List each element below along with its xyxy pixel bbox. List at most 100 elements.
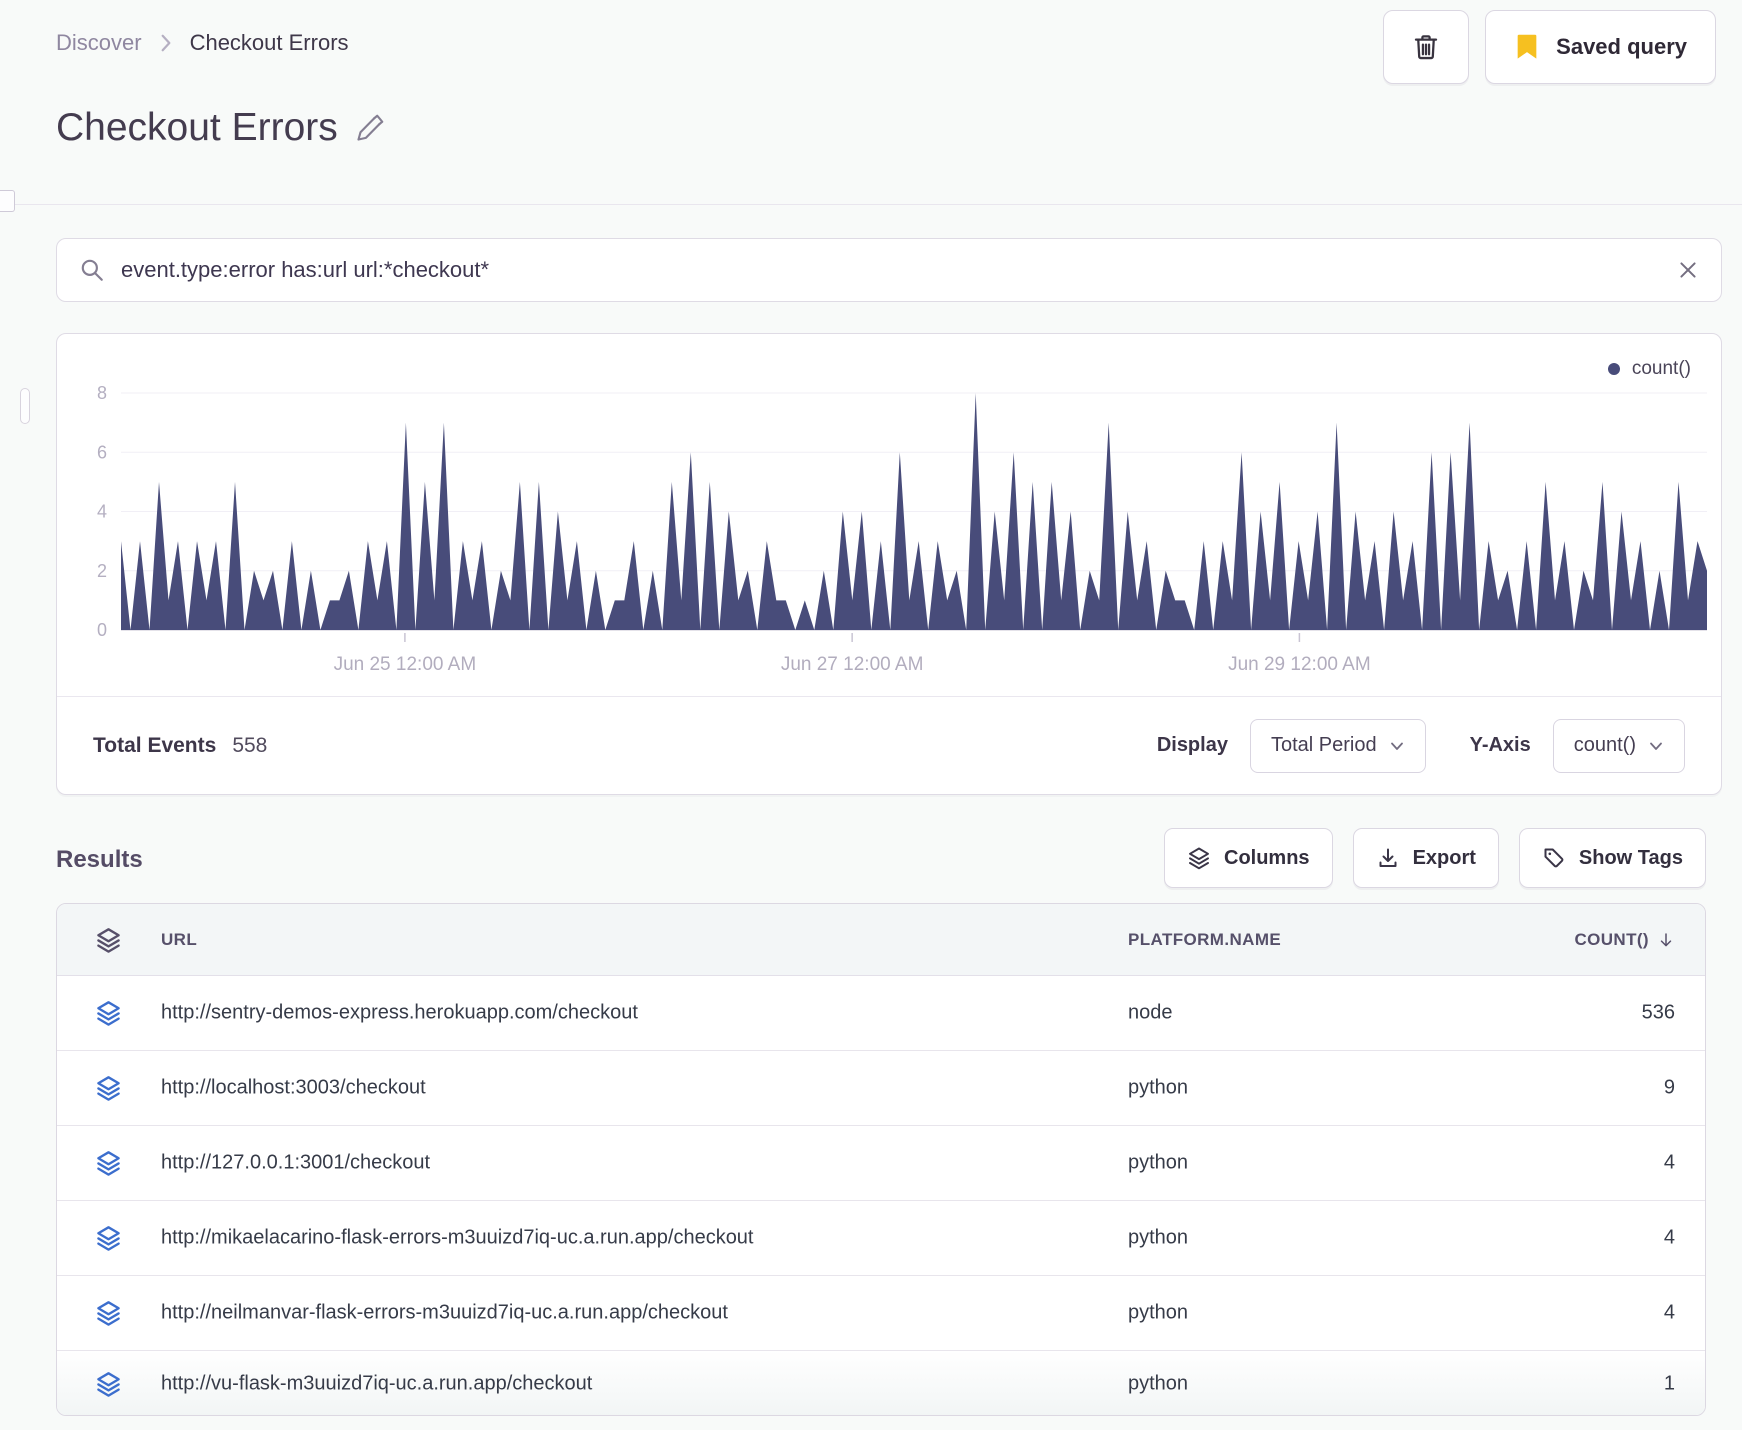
layers-icon — [97, 1151, 120, 1176]
chart-legend[interactable]: count() — [1607, 358, 1691, 380]
y-axis-tick-label: 2 — [97, 561, 107, 581]
row-count: 536 — [1641, 1001, 1675, 1024]
layers-icon — [1189, 847, 1209, 870]
row-url[interactable]: http://127.0.0.1:3001/checkout — [161, 1151, 431, 1174]
bookmark-icon — [1517, 34, 1537, 59]
column-header-count-label: COUNT() — [1574, 929, 1649, 949]
trash-icon — [1415, 35, 1438, 60]
table-row[interactable]: http://mikaelacarino-flask-errors-m3uuiz… — [57, 1201, 1705, 1276]
yaxis-selected-value: count() — [1573, 734, 1636, 756]
row-url[interactable]: http://neilmanvar-flask-errors-m3uuizd7i… — [161, 1301, 728, 1324]
count-series-area[interactable] — [121, 393, 1707, 630]
row-url[interactable]: http://localhost:3003/checkout — [161, 1076, 426, 1099]
show-tags-button-label: Show Tags — [1578, 846, 1683, 869]
clear-icon — [1680, 262, 1696, 278]
column-header-platform[interactable]: PLATFORM.NAME — [1128, 929, 1282, 949]
download-icon — [1379, 848, 1397, 867]
table-row[interactable]: http://localhost:3003/checkout python 9 — [57, 1051, 1705, 1126]
tag-icon — [1544, 848, 1564, 868]
layers-icon — [97, 1226, 120, 1251]
export-button[interactable]: Export — [1352, 828, 1499, 888]
results-actions: Columns Export Show Tags — [1164, 828, 1706, 888]
yaxis-label: Y-Axis — [1469, 734, 1531, 756]
column-header-count[interactable]: COUNT() — [1574, 930, 1675, 950]
row-url[interactable]: http://mikaelacarino-flask-errors-m3uuiz… — [161, 1226, 754, 1249]
chart-footer: Total Events 558 Display Total Period Y-… — [57, 696, 1721, 794]
panel-resize-handle[interactable] — [20, 388, 30, 424]
header-divider — [0, 204, 1742, 205]
row-count: 4 — [1663, 1226, 1675, 1249]
row-platform: python — [1128, 1151, 1189, 1174]
total-events-label: Total Events — [93, 733, 217, 757]
x-axis-tick-label: Jun 27 12:00 AM — [781, 654, 924, 675]
layers-icon — [97, 1076, 120, 1101]
row-layers-icon-cell[interactable] — [95, 1300, 122, 1327]
header-actions: Saved query — [1383, 10, 1716, 84]
clear-search-button[interactable] — [1677, 259, 1699, 281]
y-axis-tick-label: 8 — [97, 383, 107, 403]
saved-query-button[interactable]: Saved query — [1485, 10, 1716, 84]
search-bar[interactable]: event.type:error has:url url:*checkout* — [56, 238, 1722, 302]
row-layers-icon-cell[interactable] — [95, 1000, 122, 1027]
results-table: URL PLATFORM.NAME COUNT() http://sentry-… — [56, 903, 1706, 1416]
row-platform: python — [1128, 1372, 1189, 1394]
page-title-text: Checkout Errors — [56, 106, 338, 149]
row-platform: python — [1128, 1226, 1189, 1249]
table-row[interactable]: http://neilmanvar-flask-errors-m3uuizd7i… — [57, 1276, 1705, 1351]
saved-query-label: Saved query — [1556, 34, 1687, 59]
table-header-row: URL PLATFORM.NAME COUNT() — [57, 904, 1705, 976]
row-platform: python — [1128, 1076, 1189, 1099]
x-axis-tick-label: Jun 29 12:00 AM — [1228, 654, 1371, 675]
table-body: http://sentry-demos-express.herokuapp.co… — [57, 976, 1705, 1415]
sort-desc-icon — [1660, 932, 1672, 946]
x-axis-tick-label: Jun 25 12:00 AM — [334, 654, 477, 675]
chevron-down-icon — [1650, 742, 1662, 750]
page-title: Checkout Errors — [56, 106, 386, 150]
row-url[interactable]: http://sentry-demos-express.herokuapp.co… — [161, 1001, 638, 1024]
row-count: 9 — [1663, 1076, 1675, 1099]
row-platform: node — [1128, 1001, 1173, 1024]
row-layers-icon-cell[interactable] — [95, 1370, 122, 1397]
export-button-label: Export — [1412, 846, 1476, 869]
display-selected-value: Total Period — [1270, 734, 1377, 756]
row-platform: python — [1128, 1301, 1189, 1324]
breadcrumb-current: Checkout Errors — [189, 30, 349, 55]
layers-icon — [97, 927, 120, 953]
legend-dot — [1607, 363, 1620, 375]
layers-icon — [97, 1001, 120, 1026]
show-tags-button[interactable]: Show Tags — [1518, 828, 1706, 888]
breadcrumb-discover-link[interactable]: Discover — [56, 30, 142, 55]
table-row[interactable]: http://vu-flask-m3uuizd7iq-uc.a.run.app/… — [57, 1351, 1705, 1415]
y-axis-tick-label: 0 — [97, 620, 107, 640]
search-input[interactable]: event.type:error has:url url:*checkout* — [121, 257, 490, 282]
events-area-chart[interactable]: 0 2 4 6 8 Jun 25 12:00 AM Jun 27 12:00 AM Jun 2… — [57, 334, 1721, 696]
breadcrumb-chevron-icon — [161, 34, 171, 52]
columns-button-label: Columns — [1224, 846, 1310, 869]
table-row[interactable]: http://127.0.0.1:3001/checkout python 4 — [57, 1126, 1705, 1201]
table-row[interactable]: http://sentry-demos-express.herokuapp.co… — [57, 976, 1705, 1051]
results-title: Results — [56, 846, 143, 873]
y-axis-tick-label: 6 — [97, 442, 107, 462]
row-count: 1 — [1663, 1372, 1675, 1394]
yaxis-select[interactable]: count() — [1552, 718, 1685, 773]
total-events-value: 558 — [232, 733, 268, 757]
y-axis-tick-label: 4 — [97, 502, 107, 522]
row-layers-icon-cell[interactable] — [95, 1225, 122, 1252]
breadcrumb: Discover Checkout Errors — [56, 30, 349, 56]
search-icon — [81, 259, 103, 281]
chevron-down-icon — [1390, 742, 1403, 750]
display-label: Display — [1156, 734, 1228, 756]
header-layers-icon-cell[interactable] — [95, 926, 122, 953]
delete-query-button[interactable] — [1383, 10, 1470, 84]
window-edge-artifact — [0, 190, 15, 212]
column-header-url[interactable]: URL — [161, 929, 198, 949]
edit-pencil-icon[interactable] — [356, 113, 386, 143]
columns-button[interactable]: Columns — [1164, 828, 1333, 888]
layers-icon — [97, 1301, 120, 1326]
legend-label: count() — [1631, 358, 1691, 379]
display-select[interactable]: Total Period — [1249, 718, 1426, 773]
row-count: 4 — [1663, 1151, 1675, 1174]
row-url[interactable]: http://vu-flask-m3uuizd7iq-uc.a.run.app/… — [161, 1372, 593, 1394]
row-layers-icon-cell[interactable] — [95, 1150, 122, 1177]
row-layers-icon-cell[interactable] — [95, 1075, 122, 1102]
